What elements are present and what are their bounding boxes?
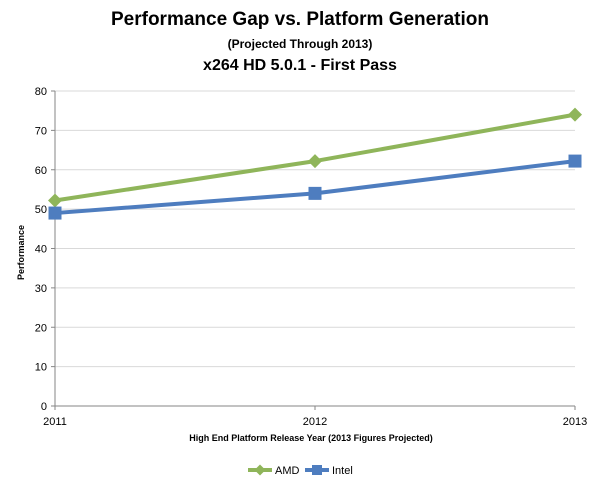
- legend-label-intel: Intel: [332, 465, 353, 477]
- x-tick-label: 2011: [43, 416, 67, 428]
- y-tick-label: 20: [35, 322, 47, 334]
- y-tick-label: 70: [35, 125, 47, 137]
- data-point-amd: [308, 154, 322, 169]
- axes: [51, 90, 576, 410]
- legend-marker-intel: [312, 465, 322, 475]
- y-tick-label: 30: [35, 283, 47, 295]
- chart-secondary-title: x264 HD 5.0.1 - First Pass: [203, 57, 397, 74]
- y-tick-label: 10: [35, 362, 47, 374]
- gridlines: [55, 90, 575, 368]
- legend-label-amd: AMD: [275, 465, 300, 477]
- y-tick-label: 50: [35, 204, 47, 216]
- y-axis-title: Performance: [16, 225, 26, 280]
- chart-title: Performance Gap vs. Platform Generation: [110, 9, 489, 30]
- y-tick-label: 40: [35, 244, 47, 256]
- data-point-amd: [48, 193, 62, 208]
- x-tick-label: 2012: [303, 416, 327, 428]
- data-markers: [48, 107, 582, 220]
- y-tick-label: 60: [35, 165, 47, 177]
- y-tick-label: 80: [35, 86, 47, 98]
- data-point-intel: [568, 154, 582, 168]
- data-point-intel: [48, 206, 62, 220]
- x-tick-label: 2013: [563, 416, 587, 428]
- chart-title-block: Performance Gap vs. Platform Generation …: [0, 8, 600, 76]
- legend: AMD Intel: [248, 464, 353, 477]
- chart-subtitle: (Projected Through 2013): [227, 37, 373, 51]
- data-point-intel: [308, 186, 322, 200]
- y-tick-label: 0: [41, 401, 47, 413]
- x-axis-title: High End Platform Release Year (2013 Fig…: [189, 433, 432, 443]
- axis-labels: 0 10 20 30 40 50 60 70 80 2011 2012 2013 High End Pl…: [16, 86, 587, 443]
- legend-marker-amd: [254, 464, 266, 476]
- data-point-amd: [568, 107, 582, 122]
